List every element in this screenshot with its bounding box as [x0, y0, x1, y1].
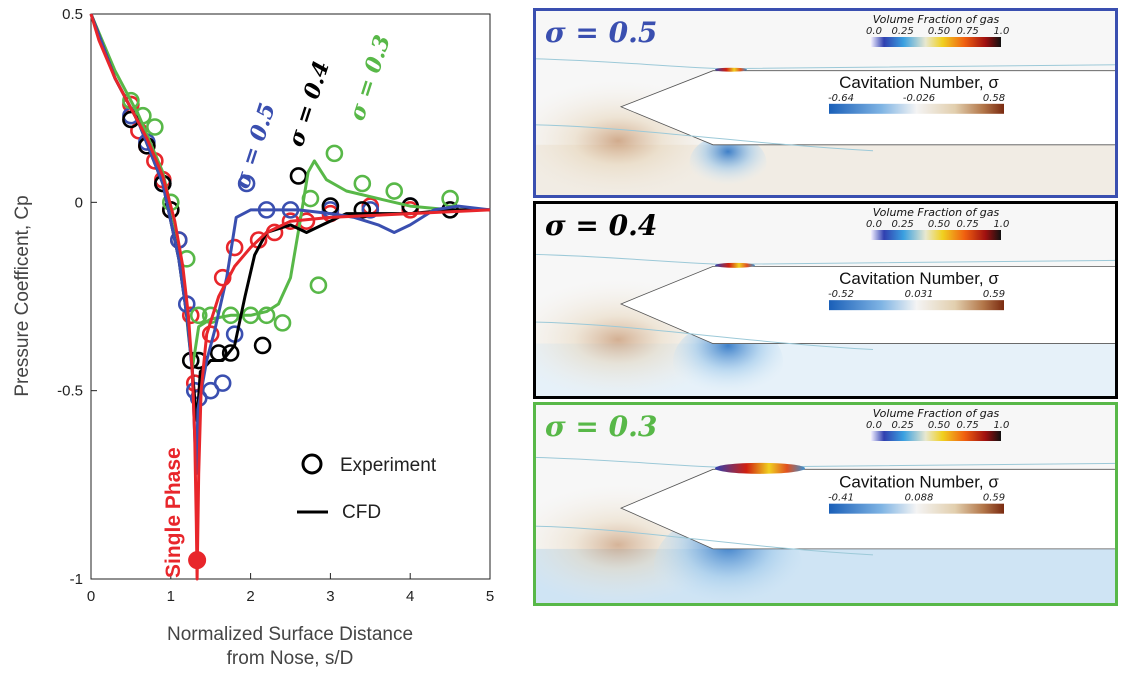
vf-colorbar-tick: 1.0 [993, 219, 1009, 230]
y-tick-label: -1 [70, 571, 83, 588]
experiment-point [253, 336, 272, 355]
cn-colorbar [829, 103, 1004, 114]
vf-colorbar-tick: 0.0 [866, 26, 882, 37]
legend-experiment-label: Experiment [340, 455, 437, 476]
cn-colorbar-title: Cavitation Number, σ [839, 73, 999, 92]
panel-sigma-label: σ = 0.5 [545, 16, 657, 49]
panel-sigma-label: σ = 0.4 [545, 209, 657, 242]
label-single-phase: Single Phase [162, 447, 185, 578]
vf-colorbar-tick: 0.75 [956, 26, 978, 37]
cfd-line [89, 13, 491, 475]
cavity-region [715, 462, 805, 474]
streamline [533, 525, 874, 556]
x-axis-label-line1: Normalized Surface Distance [167, 624, 413, 645]
panel-border [533, 402, 1118, 606]
streamline [533, 124, 874, 152]
experiment-point [225, 238, 244, 257]
vf-colorbar-tick: 0.25 [891, 420, 913, 431]
legend: Experiment CFD [297, 453, 437, 523]
experiment-point [146, 118, 164, 136]
x-tick-label: 4 [406, 588, 414, 605]
experiment-point [353, 174, 372, 193]
experiment-point [257, 306, 276, 325]
vf-colorbar-tick: 0.50 [928, 26, 950, 37]
streamline [533, 456, 1118, 468]
cn-colorbar-tick: 0.59 [983, 289, 1005, 300]
vf-colorbar-tick: 0.25 [891, 219, 913, 230]
vf-colorbar-tick: 0.75 [956, 420, 978, 431]
cn-colorbar-tick: 0.59 [983, 493, 1005, 504]
vf-colorbar-tick: 1.0 [993, 420, 1009, 431]
x-axis: 0 1 2 3 4 5 [87, 573, 494, 605]
cn-colorbar-title: Cavitation Number, σ [839, 269, 999, 288]
vf-colorbar-tick: 0.50 [928, 420, 950, 431]
single-phase-min-marker [188, 551, 207, 570]
x-tick-label: 3 [326, 588, 334, 605]
vf-colorbar-tick: 0.0 [866, 219, 882, 230]
experiment-point [221, 344, 240, 362]
x-axis-label-line2: from Nose, s/D [227, 648, 354, 669]
cn-colorbar-tick: 0.58 [983, 93, 1005, 104]
x-tick-label: 1 [167, 588, 175, 605]
experiment-point [385, 182, 404, 200]
y-tick-label: -0.5 [57, 383, 83, 400]
cn-colorbar-tick: -0.026 [903, 93, 935, 104]
cn-colorbar-tick: -0.41 [828, 493, 854, 504]
x-tick-label: 5 [486, 588, 494, 605]
experiment-point [213, 374, 232, 392]
cavity-region [715, 262, 755, 268]
y-axis: 0.5 0 -0.5 -1 [57, 6, 97, 588]
vf-colorbar-tick: 0.0 [866, 420, 882, 431]
cn-colorbar-tick: -0.64 [828, 93, 854, 104]
panel-sigma-label: σ = 0.3 [545, 410, 657, 443]
cn-colorbar-tick: -0.52 [828, 289, 854, 300]
cn-colorbar [829, 503, 1004, 514]
cn-colorbar-tick: 0.031 [905, 289, 934, 300]
panel-border [533, 8, 1118, 198]
vf-colorbar [871, 431, 1001, 441]
legend-cfd-label: CFD [342, 502, 381, 523]
experiment-point [361, 201, 380, 219]
x-tick-label: 2 [246, 588, 254, 605]
experiment-point [189, 306, 208, 325]
series-layer [89, 13, 491, 581]
experiment-point [237, 174, 256, 193]
y-tick-label: 0 [75, 194, 83, 211]
cn-colorbar-tick: 0.088 [905, 493, 934, 504]
vf-colorbar [871, 230, 1001, 240]
cavity-region [715, 67, 747, 72]
cp-plot: 0.5 0 -0.5 -1 0 1 2 3 4 5 Pressure Coefficent, C… [12, 6, 494, 669]
streamline [533, 253, 1118, 265]
vf-colorbar-title: Volume Fraction of gas [873, 13, 1000, 26]
y-axis-label: Pressure Coefficent, Cp [12, 195, 33, 396]
cfd-line [89, 13, 491, 581]
vf-colorbar-tick: 1.0 [993, 26, 1009, 37]
cn-colorbar-title: Cavitation Number, σ [839, 473, 999, 492]
vf-colorbar-title: Volume Fraction of gas [873, 407, 1000, 420]
low-pressure-region [689, 134, 767, 191]
plot-frame [90, 13, 491, 580]
y-tick-label: 0.5 [62, 6, 83, 23]
experiment-point [309, 276, 328, 295]
vf-colorbar-tick: 0.50 [928, 219, 950, 230]
vf-colorbar [871, 37, 1001, 47]
experiment-point [273, 314, 292, 332]
legend-experiment-marker [301, 453, 323, 475]
cn-colorbar [829, 300, 1004, 311]
vf-colorbar-title: Volume Fraction of gas [873, 206, 1000, 219]
streamline [533, 321, 874, 351]
streamline [533, 58, 1118, 70]
vf-colorbar-tick: 0.25 [891, 26, 913, 37]
panel-border [533, 201, 1118, 399]
vf-colorbar-tick: 0.75 [956, 219, 978, 230]
x-tick-label: 0 [87, 588, 95, 605]
experiment-point [325, 144, 344, 163]
experiment-point [181, 306, 200, 325]
